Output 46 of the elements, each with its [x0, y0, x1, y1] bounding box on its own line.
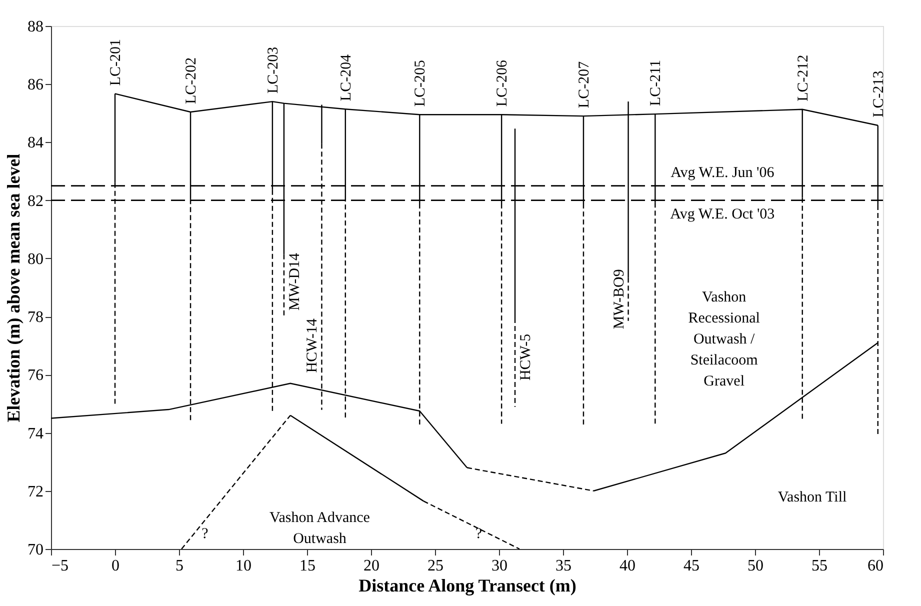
ref-line-label: Avg W.E. Oct '03	[670, 206, 775, 222]
x-tick-label: 60	[868, 558, 884, 574]
text: LC-207	[576, 60, 592, 108]
text: LC-206	[494, 59, 511, 107]
y-tick-label: 74	[28, 425, 44, 442]
text: LC-205	[412, 60, 429, 107]
text: LC-212	[795, 54, 812, 102]
annotation: HCW-5	[518, 334, 534, 381]
ref-line-label: Avg W.E. Jun '06	[670, 164, 775, 181]
text: LC-201	[108, 39, 124, 86]
y-tick-label: 78	[28, 309, 44, 326]
text: LC-204	[338, 54, 354, 102]
x-tick-label: 45	[684, 558, 700, 574]
x-tick-label: 10	[236, 558, 252, 574]
text: LC-211	[648, 60, 664, 106]
x-tick-label: 20	[364, 558, 380, 574]
annotation: ?	[202, 526, 209, 542]
text: LC-202	[184, 57, 200, 104]
text: LC-213	[870, 70, 887, 118]
y-tick-label: 84	[28, 134, 44, 152]
x-tick-label: 15	[300, 558, 316, 574]
x-tick-label: 0	[112, 558, 120, 574]
annotation: HCW-14	[304, 318, 321, 373]
y-tick-label: 70	[28, 542, 44, 558]
annotation: Vashon Recessional Outwash / Steilacoom Gravel	[688, 289, 760, 390]
y-tick-label: 76	[28, 367, 44, 384]
annotation: MW-BO9	[611, 269, 628, 330]
x-tick-label: 5	[176, 558, 184, 574]
x-tick-label: 25	[428, 558, 444, 574]
x-tick-label: 35	[556, 558, 572, 574]
y-tick-label: 72	[28, 483, 44, 500]
y-tick-label: 88	[28, 18, 44, 36]
y-axis-title: Elevation (m) above mean sea level	[4, 154, 24, 422]
annotation: MW-D14	[286, 252, 303, 310]
annotation: Vashon Till	[778, 490, 847, 506]
y-tick-label: 86	[28, 76, 44, 94]
x-tick-label: 55	[812, 558, 828, 574]
y-tick-label: 82	[28, 192, 44, 210]
y-tick-label: 80	[28, 250, 44, 268]
x-tick-label: −5	[52, 558, 69, 574]
x-axis-title: Distance Along Transect (m)	[358, 576, 576, 596]
annotation: Vashon Advance Outwash	[270, 510, 370, 548]
text: LC-203	[265, 46, 282, 94]
x-tick-label: 30	[492, 558, 508, 574]
x-tick-label: 50	[748, 558, 764, 574]
x-tick-label: 40	[620, 558, 636, 574]
